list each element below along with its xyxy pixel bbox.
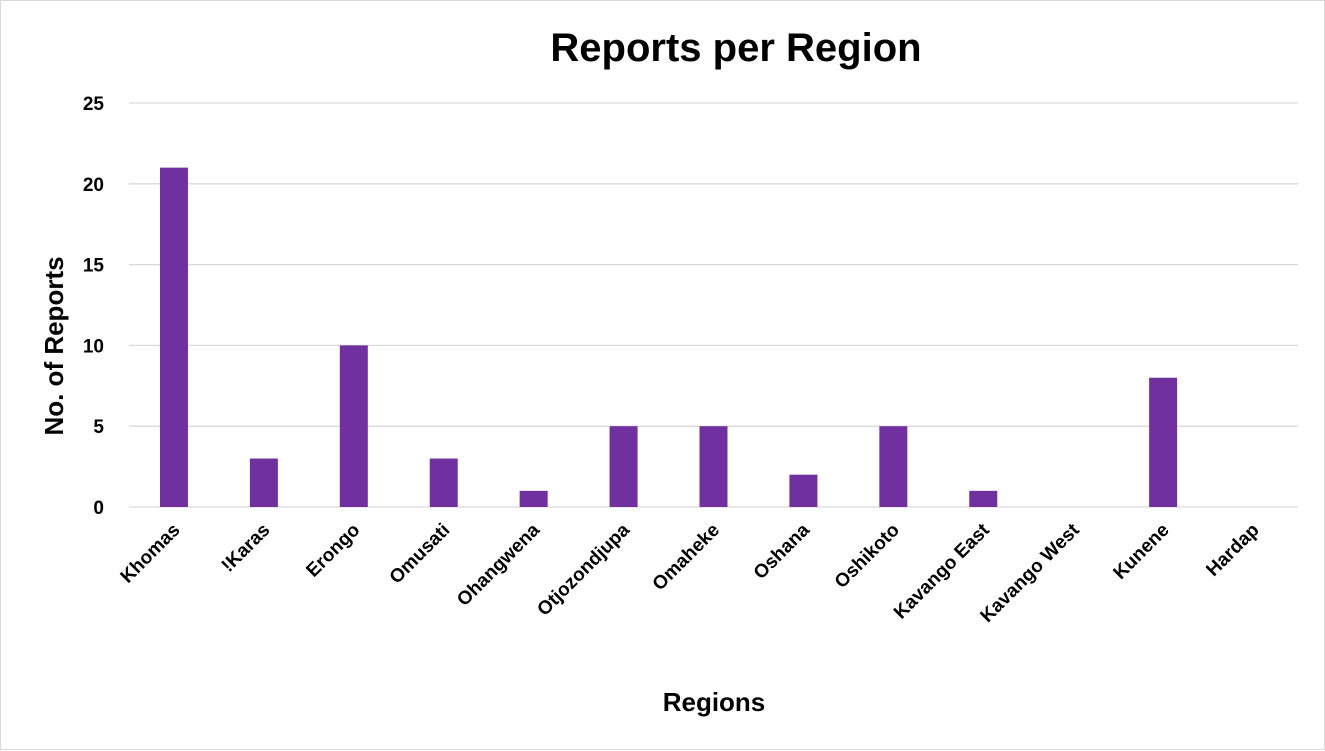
x-tick-label: !Karas	[218, 520, 275, 577]
bar	[339, 345, 368, 507]
x-tick-label: Ohangwena	[453, 519, 544, 610]
y-axis-title: No. of Reports	[39, 256, 69, 435]
bar	[519, 490, 548, 507]
x-tick-label: Erongo	[302, 520, 364, 582]
x-axis-title: Regions	[663, 687, 766, 717]
y-tick-label: 15	[83, 256, 105, 277]
chart-title: Reports per Region	[550, 26, 921, 70]
bar	[609, 426, 638, 507]
x-tick-label: Omaheke	[649, 520, 724, 595]
x-axis-ticks: Khomas !Karas Erongo OmusatiOhangwenaOtjozo…	[117, 519, 1264, 627]
x-tick-label: Otjozondjupa	[533, 519, 634, 620]
y-tick-label: 5	[93, 417, 104, 438]
y-axis-ticks: 0 5 10 15 20 25	[83, 94, 105, 519]
y-tick-label: 10	[83, 336, 104, 357]
bar	[429, 458, 458, 507]
bar	[159, 167, 188, 507]
bar	[249, 458, 278, 507]
y-tick-label: 25	[83, 94, 105, 115]
x-tick-label: Khomas	[117, 520, 185, 588]
bar	[699, 426, 728, 507]
bar	[1149, 377, 1178, 507]
bars	[159, 167, 1178, 507]
gridlines	[129, 102, 1298, 508]
x-tick-label: Kunene	[1110, 520, 1174, 584]
bar	[789, 474, 818, 507]
bar	[969, 490, 998, 507]
x-tick-label: Oshikoto	[831, 520, 904, 593]
x-tick-label: Omusati	[386, 520, 455, 589]
bar	[879, 426, 908, 507]
y-tick-label: 0	[93, 498, 104, 519]
x-tick-label: Kavango East	[890, 519, 994, 623]
x-tick-label: Oshana	[750, 519, 814, 583]
x-tick-label: Hardap	[1202, 520, 1263, 581]
y-tick-label: 20	[83, 175, 104, 196]
